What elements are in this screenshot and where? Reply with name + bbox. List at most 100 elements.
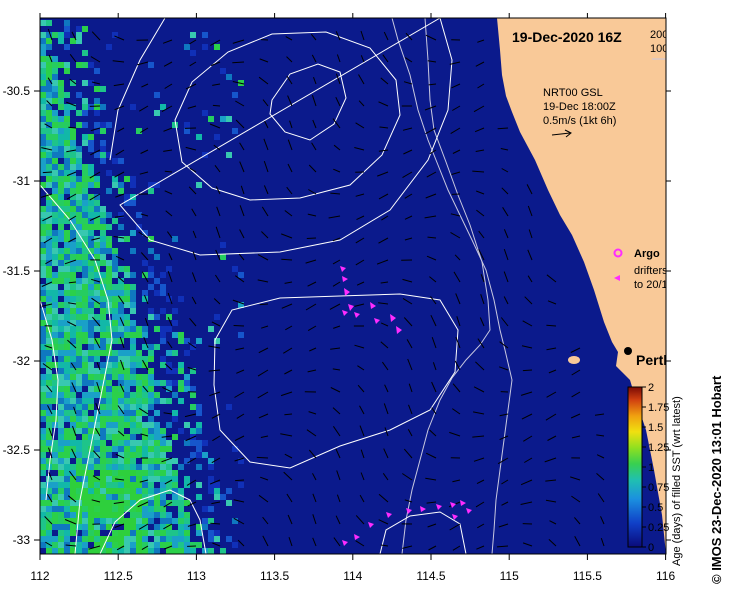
sst-pixel <box>154 398 160 404</box>
sst-pixel <box>118 458 124 464</box>
sst-pixel <box>40 116 46 122</box>
sst-pixel <box>70 410 76 416</box>
sst-pixel <box>94 152 100 158</box>
sst-pixel <box>124 410 130 416</box>
sst-pixel <box>40 314 46 320</box>
sst-pixel <box>40 86 46 92</box>
sst-pixel <box>52 332 58 338</box>
current-arrow <box>548 369 557 374</box>
sst-pixel <box>94 512 100 518</box>
sst-pixel <box>154 314 160 320</box>
current-arrow <box>452 149 461 154</box>
sst-pixel <box>46 536 52 542</box>
sst-pixel <box>82 296 88 302</box>
current-arrow <box>138 407 149 415</box>
sst-pixel <box>232 542 238 548</box>
sst-pixel <box>148 272 154 278</box>
current-arrow <box>46 100 53 107</box>
sst-pixel <box>130 296 136 302</box>
sst-pixel <box>172 368 178 374</box>
sst-pixel <box>196 494 202 500</box>
current-arrow <box>163 501 173 508</box>
current-arrow <box>571 495 581 503</box>
sst-pixel <box>52 278 58 284</box>
y-tick-label: -32.5 <box>3 443 31 457</box>
sst-pixel <box>94 488 100 494</box>
sst-pixel <box>214 494 220 500</box>
sst-pixel <box>172 392 178 398</box>
sst-pixel <box>118 464 124 470</box>
sst-pixel <box>46 356 52 362</box>
current-arrow <box>212 542 221 547</box>
current-arrow <box>472 170 485 173</box>
sst-pixel <box>82 476 88 482</box>
sst-pixel <box>88 272 94 278</box>
sst-pixel <box>40 530 46 536</box>
sst-pixel <box>64 326 70 332</box>
sst-pixel <box>58 122 64 128</box>
sst-pixel <box>112 458 118 464</box>
current-arrow <box>141 545 149 551</box>
current-arrow <box>596 473 605 481</box>
sst-pixel <box>100 506 106 512</box>
current-arrow <box>167 271 173 283</box>
sst-pixel <box>46 110 52 116</box>
sst-pixel <box>166 512 172 518</box>
sst-pixel <box>238 302 244 308</box>
current-arrow <box>570 347 581 353</box>
sst-pixel <box>40 404 46 410</box>
sst-pixel <box>52 146 58 152</box>
sst-pixel <box>64 452 70 458</box>
sst-pixel <box>58 230 64 236</box>
current-arrow <box>425 193 437 199</box>
current-arrow <box>354 147 365 151</box>
current-arrow <box>403 149 413 155</box>
current-arrow <box>286 75 293 85</box>
current-arrow <box>379 126 389 129</box>
sst-pixel <box>58 146 64 152</box>
sst-pixel <box>130 512 136 518</box>
sst-pixel <box>70 296 76 302</box>
sst-pixel <box>124 266 130 272</box>
sst-pixel <box>208 476 214 482</box>
sst-pixel <box>88 248 94 254</box>
y-tick-label: -31.5 <box>3 264 31 278</box>
sst-pixel <box>52 488 58 494</box>
current-arrow <box>284 413 293 416</box>
sst-pixel <box>40 44 46 50</box>
sst-pixel <box>118 350 124 356</box>
sst-pixel <box>226 152 232 158</box>
sst-pixel <box>52 128 58 134</box>
current-arrow <box>70 362 77 371</box>
sst-pixel <box>142 536 148 542</box>
sst-pixel <box>64 104 70 110</box>
sst-pixel <box>124 392 130 398</box>
sst-pixel <box>46 170 52 176</box>
sst-pixel <box>100 392 106 398</box>
current-arrow <box>496 545 509 548</box>
current-arrow <box>48 427 53 437</box>
legend-argo: Argo <box>634 248 660 260</box>
sst-pixel <box>46 434 52 440</box>
sst-pixel <box>106 338 112 344</box>
sst-pixel <box>142 506 148 512</box>
sst-pixel <box>184 422 190 428</box>
current-arrow <box>232 299 245 305</box>
sst-pixel <box>88 146 94 152</box>
sst-pixel <box>64 266 70 272</box>
sst-pixel <box>106 356 112 362</box>
sst-pixel <box>148 488 154 494</box>
sst-pixel <box>124 506 130 512</box>
sst-pixel <box>130 434 136 440</box>
sst-pixel <box>64 524 70 530</box>
current-arrow <box>71 382 77 393</box>
sst-pixel <box>70 422 76 428</box>
sst-pixel <box>64 398 70 404</box>
sst-pixel <box>88 416 94 422</box>
sst-pixel <box>64 128 70 134</box>
sst-pixel <box>82 254 88 260</box>
sst-pixel <box>238 272 244 278</box>
x-tick-label: 116 <box>656 569 675 583</box>
sst-pixel <box>40 524 46 530</box>
sst-pixel <box>52 344 58 350</box>
